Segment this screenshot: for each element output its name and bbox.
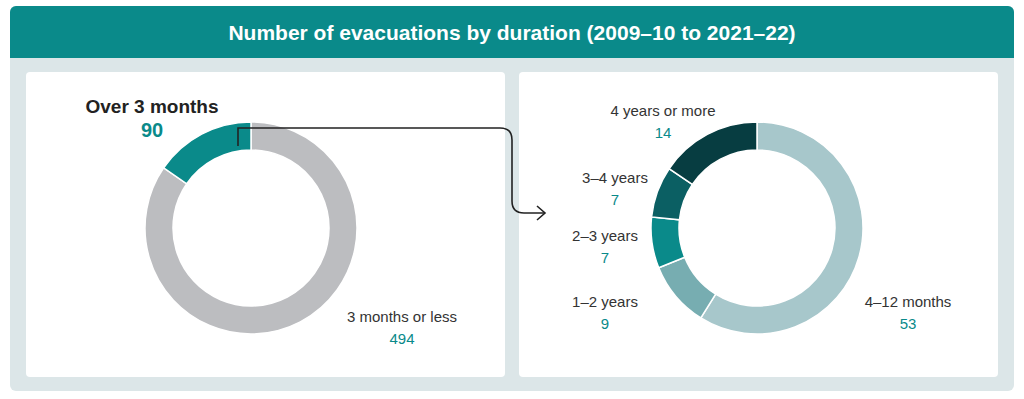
- data-label: 90: [141, 119, 163, 141]
- donut-slice: [669, 122, 757, 184]
- data-label: 7: [601, 249, 609, 266]
- chart-canvas: Number of evacuations by duration (2009–…: [0, 0, 1024, 399]
- category-label: 3 months or less: [347, 308, 457, 325]
- data-label: 14: [655, 124, 672, 141]
- category-label: 2–3 years: [572, 227, 638, 244]
- category-label: 3–4 years: [582, 169, 648, 186]
- connector-line: [238, 128, 544, 213]
- chart-title: Number of evacuations by duration (2009–…: [228, 21, 795, 44]
- panel-0: [26, 72, 505, 377]
- category-label: 1–2 years: [572, 293, 638, 310]
- category-label: 4 years or more: [610, 102, 715, 119]
- connector-arrowhead: [537, 206, 545, 220]
- slice-labels-0: 3 months or less 494 Over 3 months90: [85, 96, 457, 347]
- category-label: Over 3 months: [85, 96, 218, 117]
- panel-1: [519, 72, 998, 377]
- data-label: 7: [611, 191, 619, 208]
- header-bar: [10, 6, 1014, 58]
- background-panel: [10, 6, 1014, 391]
- data-label: 494: [389, 330, 414, 347]
- slice-labels-1: 4–12 months 53 1–2 years 9 2–3 years 7 3–4 yea…: [572, 102, 951, 332]
- donut-slice: [145, 122, 357, 334]
- data-label: 53: [900, 315, 917, 332]
- donut-0: [145, 122, 357, 334]
- category-label: 4–12 months: [865, 293, 952, 310]
- data-label: 9: [601, 315, 609, 332]
- donut-slice: [659, 257, 716, 318]
- donut-1: [651, 122, 863, 334]
- donut-slice: [651, 217, 685, 268]
